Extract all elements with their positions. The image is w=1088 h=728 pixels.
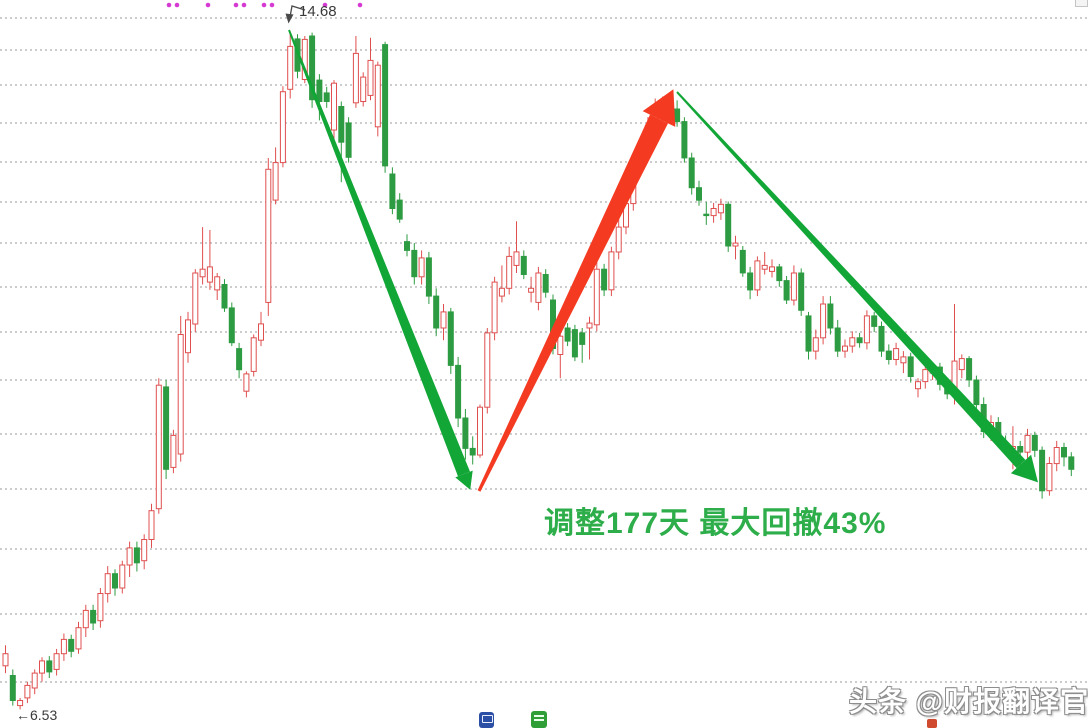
drawdown-annotation: 调整177天 最大回撤43%: [544, 507, 887, 540]
watermark: 头条 @财报翻译官: [849, 686, 1088, 717]
peak-price-label: 14.68: [299, 3, 337, 20]
blue-app-icon[interactable]: [479, 712, 494, 728]
low-price-label: ←6.53: [16, 707, 58, 723]
logo-fragment-icon: [927, 719, 937, 728]
ui-fragment: [1075, 0, 1088, 7]
green-app-icon[interactable]: [531, 711, 547, 728]
